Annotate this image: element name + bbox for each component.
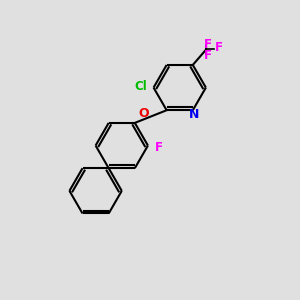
Text: F: F xyxy=(204,49,212,62)
Text: O: O xyxy=(138,107,148,120)
Text: F: F xyxy=(154,140,163,154)
Text: F: F xyxy=(215,41,223,55)
Text: N: N xyxy=(189,108,200,121)
Text: F: F xyxy=(204,38,212,51)
Text: Cl: Cl xyxy=(134,80,147,93)
